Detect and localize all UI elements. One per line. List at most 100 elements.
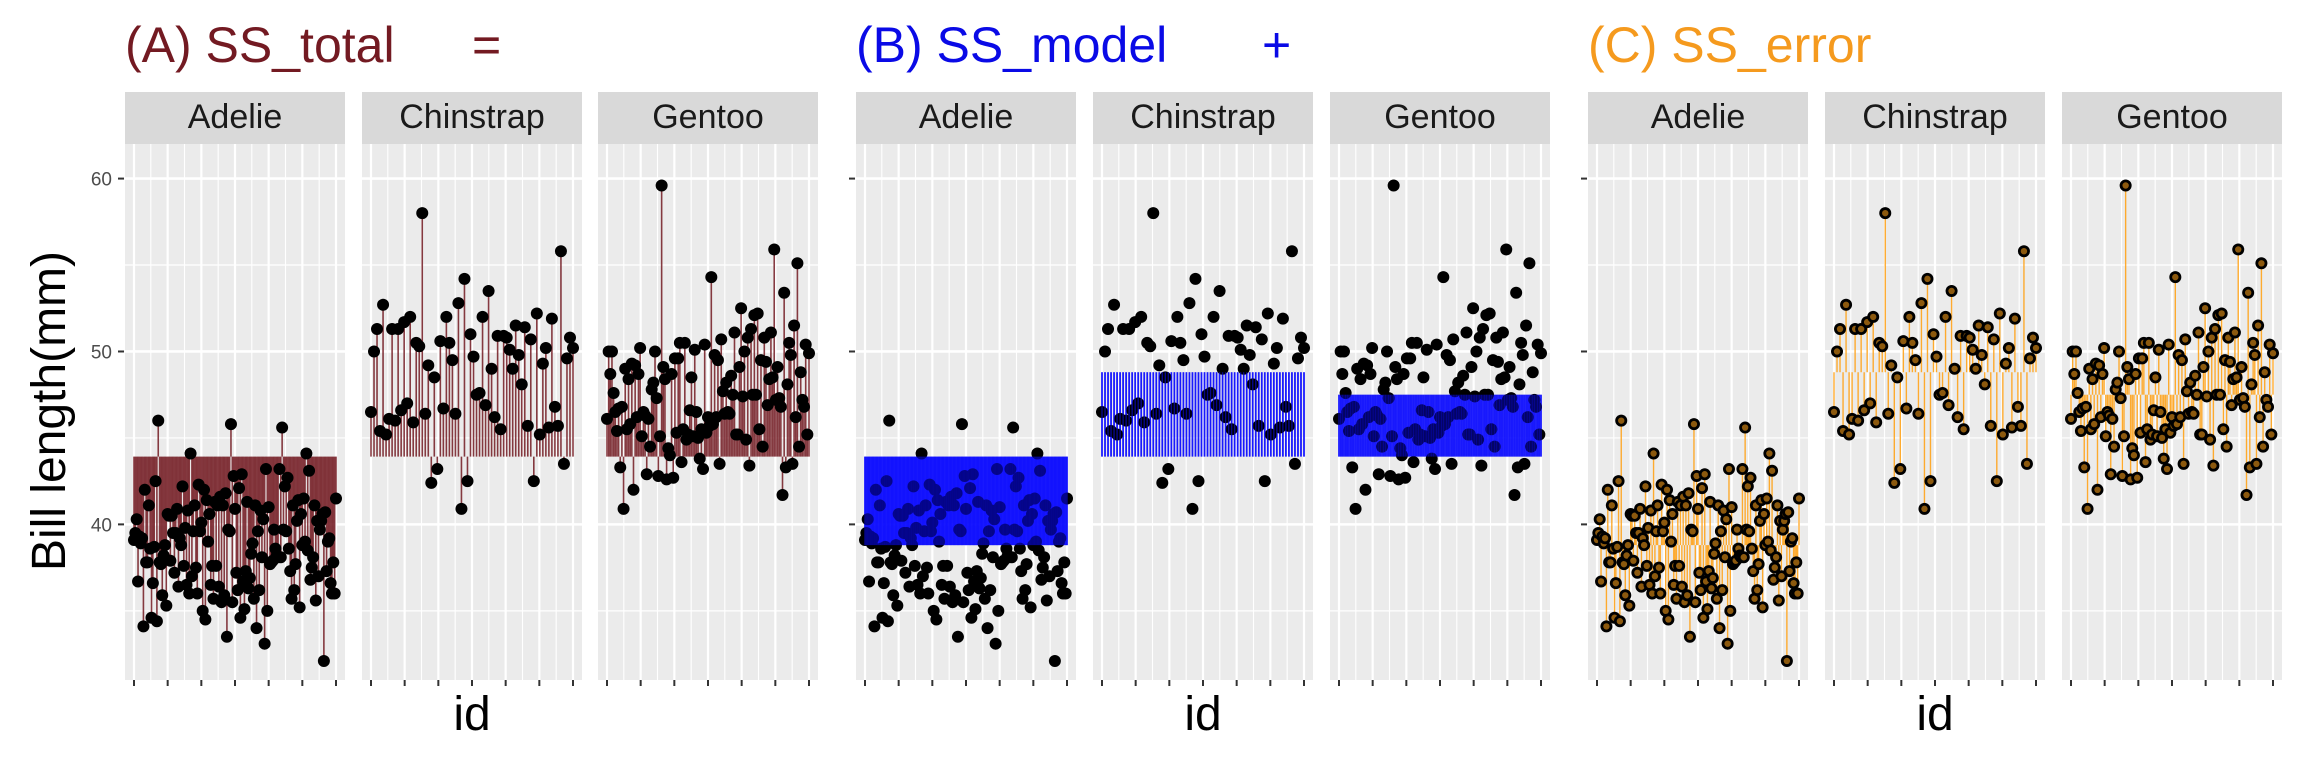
point-A-Adelie-91 bbox=[250, 622, 263, 635]
point-A-Chinstrap-14 bbox=[407, 416, 420, 429]
point-fill-C-Adelie-71 bbox=[1689, 528, 1696, 535]
point-fill-C-Chinstrap-66 bbox=[2029, 334, 2037, 341]
point-fill-C-Gentoo-76 bbox=[2193, 391, 2201, 398]
y-tick-label-60: 60 bbox=[91, 170, 112, 191]
point-fill-C-Adelie-135 bbox=[1775, 597, 1783, 604]
point-fill-C-Gentoo-30 bbox=[2117, 394, 2124, 402]
point-A-Adelie-73 bbox=[226, 596, 239, 609]
point-B-Adelie-123 bbox=[1024, 601, 1037, 614]
point-A-Adelie-8 bbox=[138, 483, 151, 496]
point-A-Chinstrap-18 bbox=[419, 407, 432, 420]
point-fill-C-Chinstrap-21 bbox=[1894, 374, 1901, 381]
point-fill-C-Adelie-45 bbox=[1654, 502, 1661, 509]
point-A-Chinstrap-67 bbox=[567, 342, 579, 355]
point-fill-C-Chinstrap-48 bbox=[1975, 322, 1982, 329]
point-A-Chinstrap-59 bbox=[542, 421, 555, 434]
point-B-Adelie-17 bbox=[881, 615, 894, 628]
point-A-Adelie-96 bbox=[257, 513, 270, 526]
panel-group-B: (B) SS_model + id Adelie Chinstrap Gentoo bbox=[849, 17, 1550, 741]
point-fill-C-Chinstrap-45 bbox=[1966, 334, 1973, 341]
facet-strip-A-Adelie bbox=[125, 92, 345, 144]
point-B-Chinstrap-58 bbox=[1270, 342, 1283, 355]
point-fill-C-Gentoo-0 bbox=[2067, 415, 2075, 423]
point-A-Adelie-150 bbox=[330, 492, 342, 505]
point-A-Chinstrap-24 bbox=[437, 402, 450, 415]
point-A-Gentoo-47 bbox=[678, 336, 691, 349]
point-B-Gentoo-69 bbox=[1447, 333, 1460, 346]
point-fill-C-Gentoo-61 bbox=[2168, 413, 2176, 421]
point-A-Chinstrap-61 bbox=[548, 400, 561, 413]
point-A-Adelie-104 bbox=[268, 523, 281, 536]
point-fill-C-Chinstrap-23 bbox=[1900, 337, 1907, 345]
point-fill-C-Chinstrap-51 bbox=[1984, 324, 1991, 331]
point-fill-C-Adelie-75 bbox=[1694, 505, 1702, 513]
point-fill-C-Adelie-24 bbox=[1626, 602, 1633, 609]
point-A-Adelie-88 bbox=[246, 537, 259, 550]
x-axis-label-B: id bbox=[1184, 688, 1221, 741]
point-B-Chinstrap-1 bbox=[1099, 345, 1112, 358]
point-A-Chinstrap-4 bbox=[377, 298, 390, 311]
point-B-Chinstrap-23 bbox=[1165, 335, 1178, 348]
point-A-Chinstrap-19 bbox=[422, 359, 435, 372]
point-fill-C-Adelie-96 bbox=[1723, 516, 1730, 523]
point-B-Gentoo-81 bbox=[1467, 302, 1480, 315]
point-fill-C-Adelie-72 bbox=[1690, 420, 1698, 428]
point-A-Adelie-42 bbox=[184, 447, 197, 460]
point-B-Gentoo-87 bbox=[1477, 323, 1490, 336]
point-A-Gentoo-59 bbox=[698, 338, 711, 351]
point-fill-C-Adelie-130 bbox=[1768, 467, 1776, 474]
point-A-Gentoo-107 bbox=[778, 286, 791, 299]
point-A-Chinstrap-25 bbox=[440, 310, 453, 323]
point-B-Adelie-143 bbox=[1051, 565, 1064, 578]
panel-title-A: (A) SS_total bbox=[125, 17, 395, 73]
point-B-Chinstrap-65 bbox=[1291, 352, 1304, 365]
point-fill-C-Gentoo-38 bbox=[2130, 452, 2138, 459]
point-A-Gentoo-90 bbox=[750, 388, 763, 401]
point-A-Gentoo-53 bbox=[688, 343, 701, 356]
point-A-Adelie-146 bbox=[324, 577, 337, 590]
point-A-Adelie-148 bbox=[327, 556, 340, 569]
point-A-Adelie-46 bbox=[189, 561, 202, 574]
point-B-Chinstrap-60 bbox=[1276, 312, 1289, 325]
point-fill-C-Adelie-97 bbox=[1724, 640, 1731, 647]
point-A-Adelie-18 bbox=[152, 414, 165, 427]
point-fill-C-Chinstrap-46 bbox=[1969, 346, 1976, 353]
point-A-Adelie-14 bbox=[146, 577, 159, 590]
point-B-Adelie-86 bbox=[974, 571, 987, 584]
point-A-Adelie-99 bbox=[261, 604, 274, 617]
point-B-Adelie-99 bbox=[992, 604, 1005, 617]
point-fill-C-Chinstrap-64 bbox=[2023, 460, 2031, 468]
point-fill-C-Adelie-11 bbox=[1608, 502, 1616, 509]
point-fill-C-Adelie-40 bbox=[1647, 507, 1655, 514]
point-fill-C-Adelie-84 bbox=[1706, 498, 1714, 506]
point-fill-C-Adelie-98 bbox=[1725, 465, 1733, 473]
point-A-Adelie-80 bbox=[235, 468, 248, 481]
point-A-Adelie-78 bbox=[233, 482, 246, 495]
point-A-Chinstrap-52 bbox=[521, 419, 534, 432]
point-A-Adelie-126 bbox=[297, 492, 310, 505]
panel-title-C: (C) SS_error bbox=[1588, 17, 1871, 73]
point-fill-C-Gentoo-87 bbox=[2211, 325, 2219, 333]
point-B-Adelie-109 bbox=[1005, 551, 1018, 564]
point-fill-C-Adelie-22 bbox=[1623, 552, 1630, 559]
point-A-Gentoo-16 bbox=[627, 483, 640, 496]
point-A-Gentoo-121 bbox=[801, 428, 814, 441]
point-fill-C-Chinstrap-13 bbox=[1869, 313, 1877, 321]
point-A-Gentoo-117 bbox=[794, 366, 807, 379]
point-B-Chinstrap-27 bbox=[1177, 354, 1190, 367]
point-B-Chinstrap-64 bbox=[1288, 457, 1301, 470]
point-B-Gentoo-47 bbox=[1410, 336, 1423, 349]
facet-strip-C-Chinstrap bbox=[1825, 92, 2045, 144]
point-fill-C-Adelie-108 bbox=[1739, 465, 1746, 473]
point-A-Gentoo-9 bbox=[615, 400, 628, 413]
point-B-Adelie-7 bbox=[868, 620, 881, 633]
point-fill-C-Adelie-150 bbox=[1795, 495, 1803, 502]
point-fill-C-Adelie-28 bbox=[1631, 512, 1638, 519]
point-A-Adelie-100 bbox=[262, 501, 275, 514]
point-A-Chinstrap-40 bbox=[485, 362, 498, 375]
point-fill-C-Adelie-23 bbox=[1624, 541, 1632, 549]
point-A-Chinstrap-39 bbox=[482, 284, 495, 297]
point-fill-C-Chinstrap-16 bbox=[1879, 343, 1886, 350]
point-fill-C-Gentoo-25 bbox=[2109, 415, 2116, 423]
facet-strip-A-Chinstrap bbox=[362, 92, 582, 144]
